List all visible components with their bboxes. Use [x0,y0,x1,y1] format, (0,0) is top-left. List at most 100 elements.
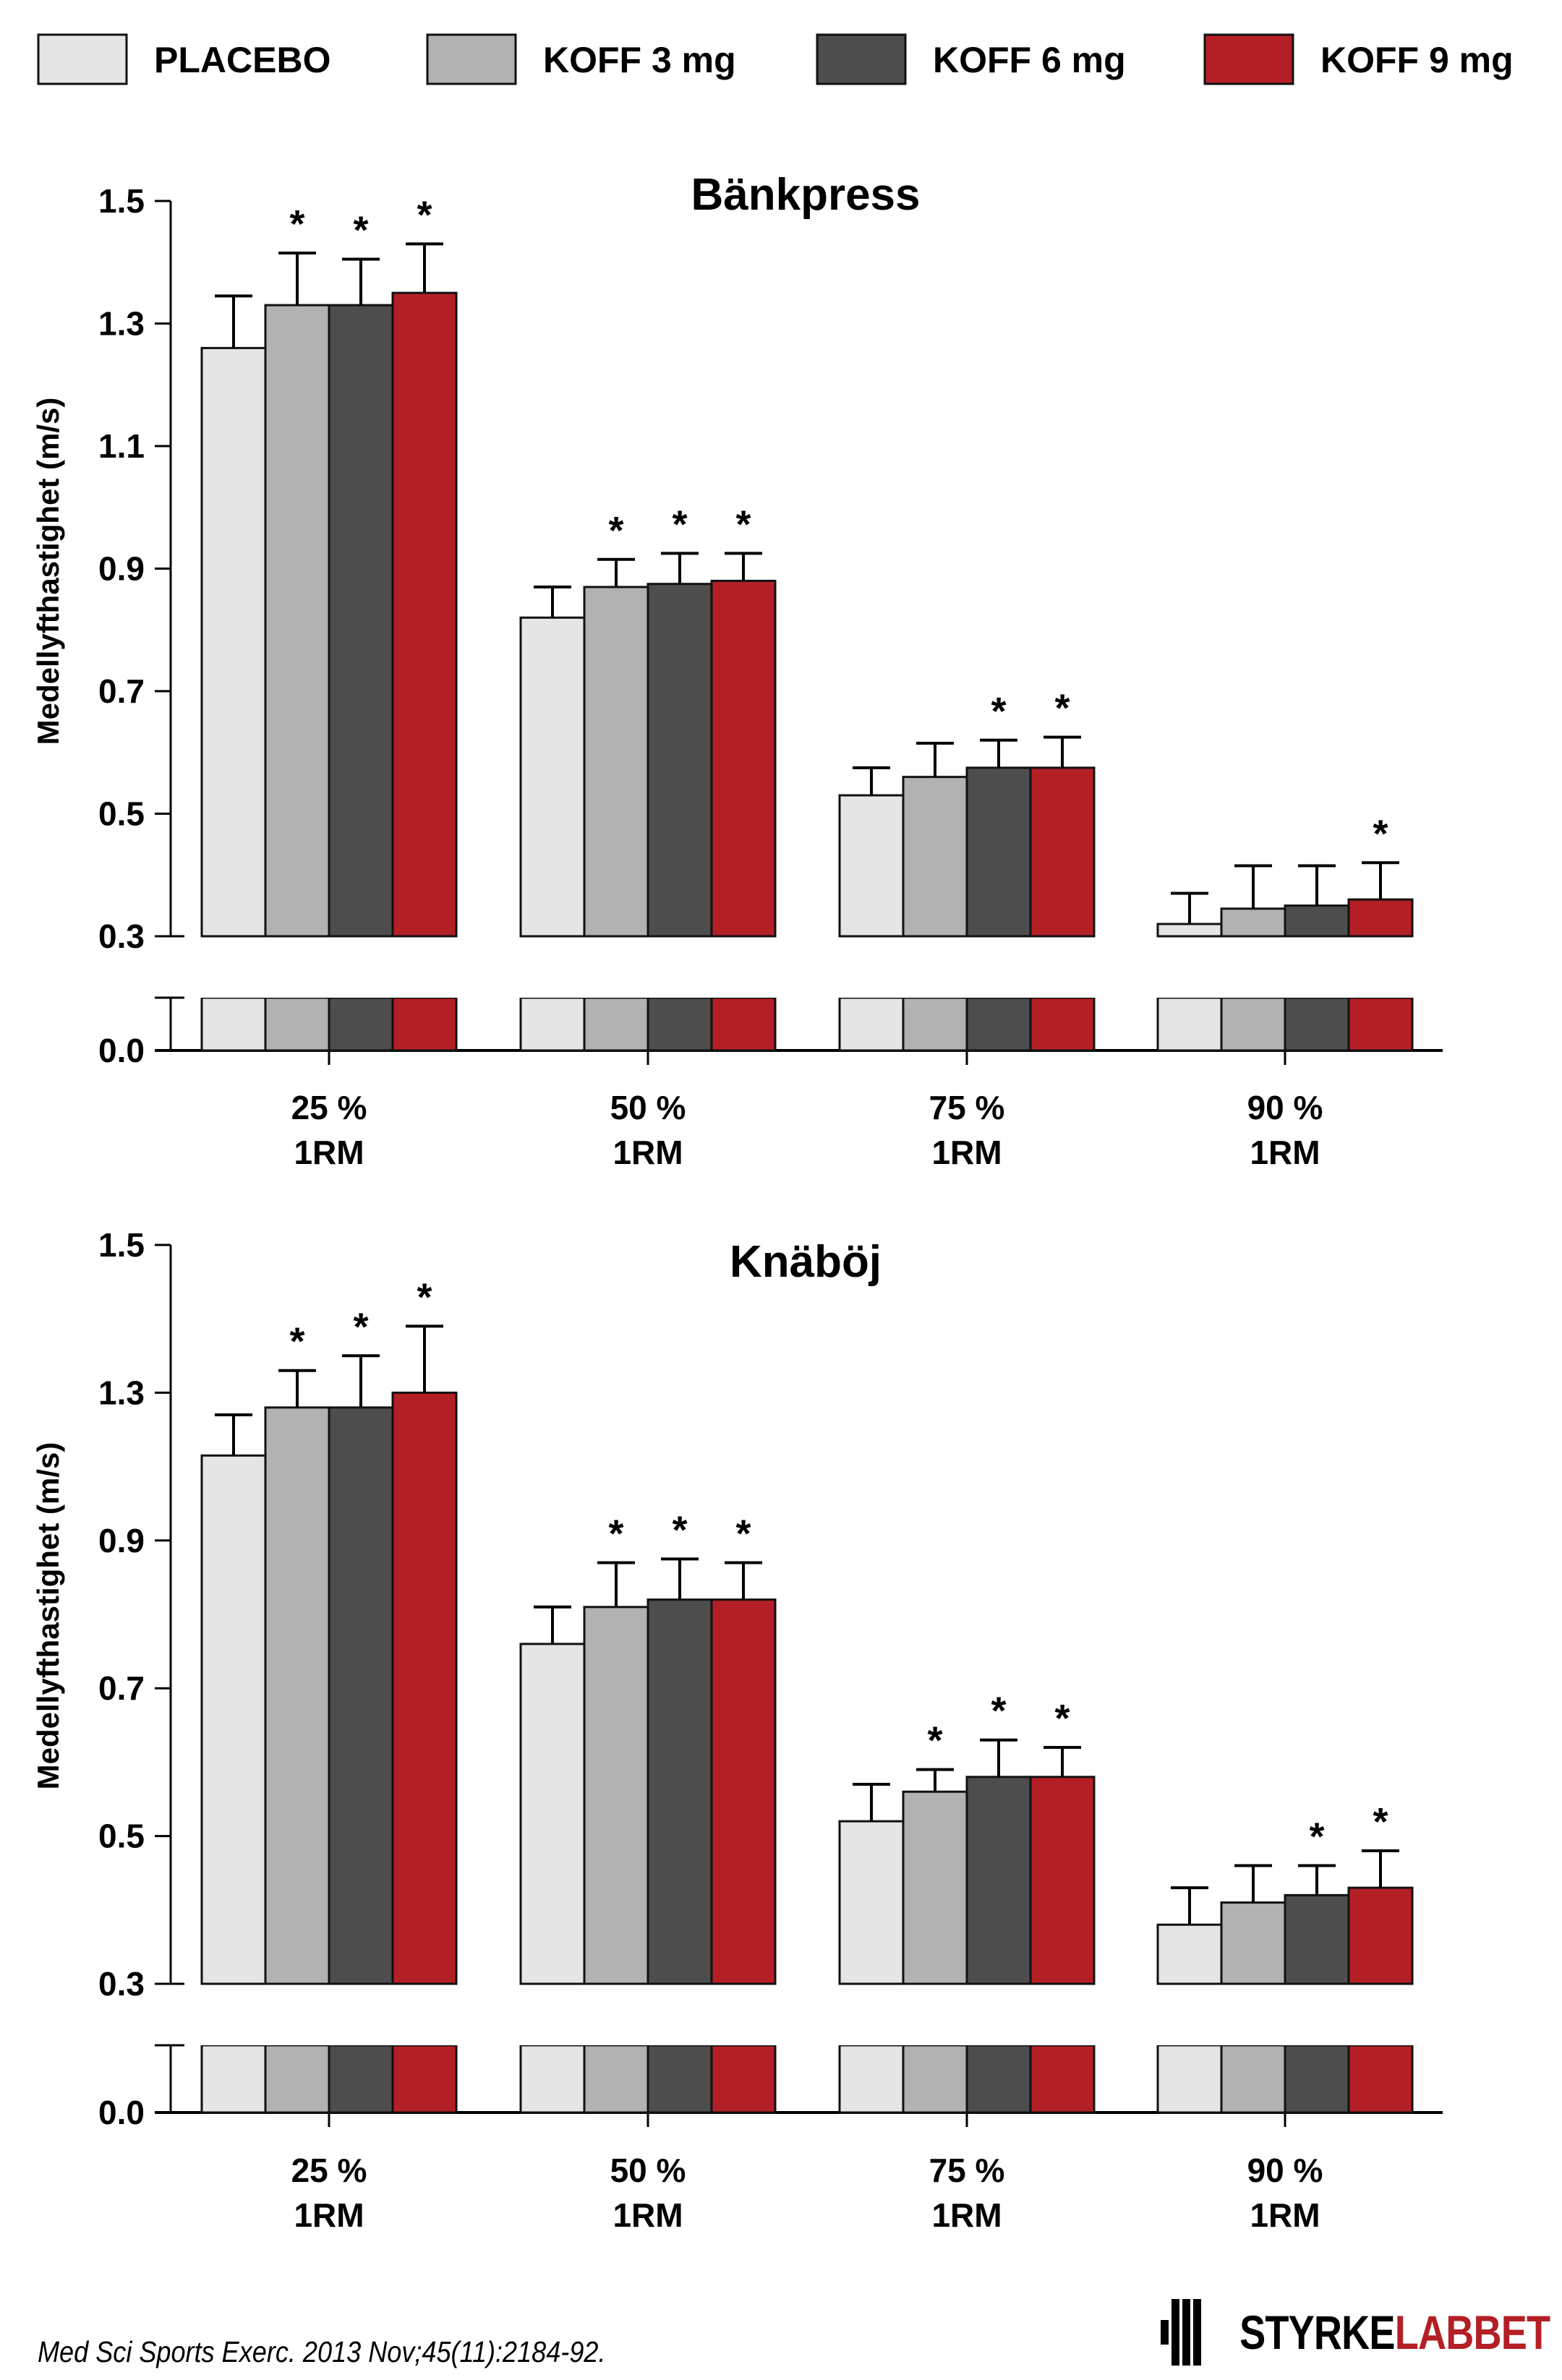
legend-label: KOFF 3 mg [543,40,736,80]
y-axis-title: Medellyfthastighet (m/s) [31,398,65,745]
axis-break-gap [264,1985,330,2045]
x-tick-label: 1RM [931,1134,1002,1171]
axis-break-gap [1220,1985,1286,2045]
axis-break-gap [391,938,458,998]
y-tick-label: 0.5 [98,1818,145,1855]
significance-star: * [735,502,751,546]
bar [200,1454,267,1985]
axis-break-gap [328,938,394,998]
axis-break-gap [710,1985,777,2045]
axis-break-gap [1347,938,1414,998]
styrkelabbet-logo: STYRKELABBET [1161,2296,1562,2368]
significance-star: * [927,1719,942,1763]
y-tick-label: 0.9 [98,1522,145,1559]
bar [519,1643,586,1985]
bar [1347,898,1414,938]
significance-star: * [353,209,368,252]
y-tick-label: 0.3 [98,1965,145,2003]
x-tick-label: 1RM [931,2196,1002,2234]
x-tick-label: 50 % [610,1089,686,1126]
y-axis-title: Medellyfthastighet (m/s) [31,1442,65,1790]
bar-base [200,2044,267,2114]
bar [391,1391,458,1985]
legend-swatch [1203,33,1294,85]
chart-title: Knäböj [730,1237,882,1287]
bar-base [1156,2044,1223,2114]
bar [1220,907,1286,938]
chart-bankpress: Bänkpress Medellyfthastighet (m/s) 1.5 1.3 1… [31,170,1443,1171]
x-tick-label: 90 % [1247,1089,1323,1126]
logo-wordmark: STYRKELABBET [1239,2305,1550,2360]
axis-break-gap [646,938,713,998]
y-tick-label: 1.5 [98,182,145,220]
x-tick-label: 25 % [291,1089,367,1126]
significance-star: * [672,502,687,546]
bar [519,616,586,938]
bar-base [902,996,968,1052]
bar-base [838,2044,905,2114]
chart-title: Bänkpress [691,170,920,220]
bar [1029,766,1096,938]
axis-break-gap [1029,938,1096,998]
bar [1284,904,1350,938]
significance-star: * [608,1512,623,1555]
bar [646,583,713,938]
y-tick-label: 1.5 [98,1226,145,1264]
bar [1156,1923,1223,1985]
bar [710,579,777,938]
axis-break-gap [264,938,330,998]
bar [902,1790,968,1985]
y-tick-label: 1.1 [98,427,145,465]
significance-star: * [289,1320,304,1364]
bar-base [965,996,1032,1052]
significance-star: * [1309,1815,1324,1858]
x-tick-label: 1RM [294,2196,364,2234]
legend-swatch [426,33,517,85]
bar-base [1347,2044,1414,2114]
axis-break-gap [1156,938,1223,998]
bar-base [328,2044,394,2114]
axis-break-gap [519,938,586,998]
axis-break-gap [710,938,777,998]
significance-star: * [672,1508,687,1551]
bar [1347,1886,1414,1985]
bar [1156,923,1223,938]
axis-break-gap [1347,1985,1414,2045]
axis-break-gap [519,1985,586,2045]
axis-break-gap [1029,1985,1096,2045]
bar [965,766,1032,938]
bar [583,1606,649,1985]
bar-base [1029,996,1096,1052]
axis-break-gap [838,938,905,998]
significance-star: * [417,193,432,236]
axis-break-gap [583,1985,649,2045]
logo-word-right: LABBET [1394,2306,1550,2359]
chart-knaboj: Knäböj Medellyfthastighet (m/s) 1.5 1.3 0.9 0… [31,1226,1443,2234]
bar [328,304,394,938]
bar-base [391,2044,458,2114]
axis-break-gap [902,938,968,998]
legend-swatch [816,33,907,85]
bar-base [1029,2044,1096,2114]
y-tick-label: 0.9 [98,550,145,588]
y-tick-label: 0.7 [98,672,145,710]
bar-base [646,2044,713,2114]
bar [965,1776,1032,1985]
significance-star: * [991,690,1006,733]
bar [902,776,968,938]
bar [264,304,330,938]
bar-base [1156,996,1223,1052]
bar-base [1220,996,1286,1052]
bar [1284,1893,1350,1985]
significance-star: * [417,1275,432,1319]
legend-label: KOFF 9 mg [1320,40,1514,80]
legend: PLACEBO KOFF 3 mg KOFF 6 mg KOFF 9 mg [37,33,1514,85]
axis-break-gap [838,1985,905,2045]
bar-base [1347,996,1414,1052]
significance-star: * [1054,1697,1070,1740]
bar [583,586,649,938]
bar [328,1406,394,1985]
axis-break-gap [583,938,649,998]
significance-star: * [735,1512,751,1555]
